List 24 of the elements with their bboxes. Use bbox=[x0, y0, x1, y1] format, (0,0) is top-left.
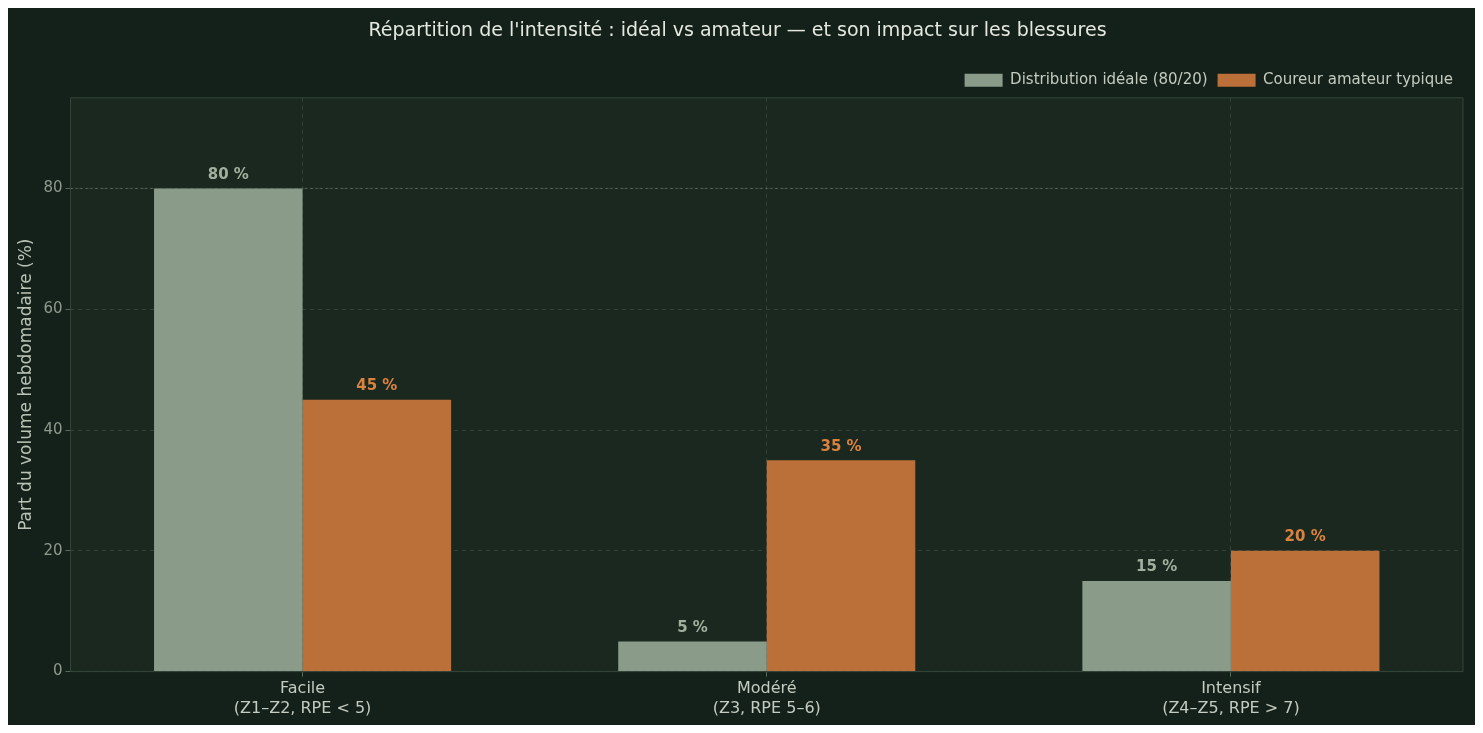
bar bbox=[618, 641, 767, 672]
legend-label: Distribution idéale (80/20) bbox=[1010, 70, 1208, 89]
data-label: 45 % bbox=[356, 376, 398, 395]
data-label: 80 % bbox=[207, 164, 249, 183]
bar bbox=[1230, 550, 1380, 672]
data-label: 5 % bbox=[677, 617, 708, 636]
y-tick-label: 80 bbox=[43, 178, 63, 197]
y-axis-title: Part du volume hebdomadaire (%) bbox=[14, 238, 35, 531]
data-label: 20 % bbox=[1284, 527, 1326, 546]
chart-title: Répartition de l'intensité : idéal vs amateur — et son impact sur les blessures bbox=[368, 18, 1107, 41]
data-label: 35 % bbox=[820, 436, 862, 455]
bar bbox=[1082, 581, 1231, 672]
y-tick-label: 60 bbox=[43, 299, 63, 318]
y-tick-label: 20 bbox=[43, 540, 63, 559]
x-tick-label: Facile (Z1–Z2, RPE < 5) bbox=[233, 678, 372, 717]
bar bbox=[766, 460, 916, 672]
x-tick-label: Modéré (Z3, RPE 5–6) bbox=[712, 678, 821, 717]
bar bbox=[154, 188, 303, 672]
bar bbox=[302, 399, 452, 672]
legend-label: Coureur amateur typique bbox=[1263, 70, 1453, 89]
y-tick-label: 40 bbox=[43, 419, 63, 438]
y-tick-label: 0 bbox=[52, 661, 63, 680]
x-tick-label: Intensif (Z4–Z5, RPE > 7) bbox=[1162, 678, 1300, 717]
data-label: 15 % bbox=[1136, 557, 1178, 576]
